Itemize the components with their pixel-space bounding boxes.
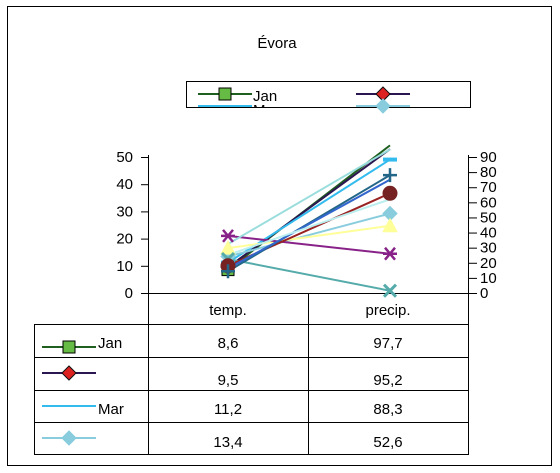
- table-key-marker-1: [62, 340, 76, 354]
- y-right-tick-label: 80: [480, 164, 497, 181]
- y-right-tick-label: 50: [480, 209, 497, 226]
- series-line-7: [227, 258, 391, 292]
- y-right-tick-label: 70: [480, 179, 497, 196]
- table-row-label-mar: Mar: [98, 401, 124, 418]
- y-right-tick-label: 0: [480, 285, 488, 302]
- y-axis-left: 0 10 20 30 40 50: [116, 149, 149, 302]
- data-table: temp. precip. Jan Mar 8,6 97,7 9,5 95,2 …: [34, 293, 469, 455]
- series-5-point-temp: [220, 240, 236, 255]
- series-line-2: [227, 148, 391, 268]
- table-key-marker-4: [61, 430, 77, 446]
- table-cell-r4-temp: 13,4: [213, 434, 242, 451]
- table-cell-r1-temp: 8,6: [218, 335, 239, 352]
- series-6-point-precip: [383, 246, 397, 261]
- y-right-tick-label: 30: [480, 240, 497, 257]
- table-body-frame: [34, 324, 469, 455]
- y-right-tick-label: 90: [480, 149, 497, 166]
- table-viewport: Jan Mar 8,6 97,7 9,5 95,2 11,2 88,3 13,4…: [98, 335, 403, 451]
- table-cell-r2-precip: 95,2: [373, 372, 402, 389]
- table-cell-r3-temp: 11,2: [214, 401, 242, 418]
- y-left-tick-label: 20: [116, 231, 133, 248]
- y-left-tick-label: 40: [116, 176, 133, 193]
- y-left-tick-label: 50: [116, 149, 133, 166]
- series-line-5: [227, 224, 391, 250]
- legend-viewport: Jan Mar: [253, 88, 279, 119]
- legend-texts: Jan Mar: [253, 88, 279, 119]
- y-left-tick-label: 0: [125, 285, 133, 302]
- y-left-tick-label: 30: [116, 203, 133, 220]
- series-7-point-precip: [382, 283, 398, 298]
- series-line-6: [227, 234, 391, 255]
- series-9-point-temp: [221, 264, 235, 279]
- series-9-point-precip: [383, 168, 397, 183]
- y-right-tick-label: 20: [480, 255, 497, 272]
- series-line-10: [227, 178, 391, 270]
- legend-label-jan: Jan: [253, 88, 277, 105]
- legend: Jan Mar: [186, 81, 471, 119]
- legend-label-mar: Mar: [253, 102, 279, 119]
- legend-marks: [198, 86, 410, 114]
- table-cell-r2-temp: 9,5: [218, 372, 239, 389]
- table-cell-r4-precip: 52,6: [373, 434, 402, 451]
- table-row-label-jan: Jan: [98, 335, 122, 352]
- series-line-12: [227, 148, 391, 245]
- series-line-11: [227, 198, 391, 256]
- chart-border: [7, 6, 552, 466]
- table-header-temp: temp.: [209, 302, 247, 319]
- table-cell-r3-precip: 88,3: [373, 401, 402, 418]
- marker-layer: [220, 157, 398, 298]
- legend-key-marker-1: [218, 87, 232, 101]
- legend-key-marker-4: [375, 98, 391, 114]
- y-left-tick-label: 10: [116, 258, 133, 275]
- y-right-tick-label: 60: [480, 194, 497, 211]
- table-text: Jan Mar 8,6 97,7 9,5 95,2 11,2 88,3 13,4…: [98, 335, 403, 451]
- table-header-precip: precip.: [365, 302, 410, 319]
- table-cell-r1-precip: 97,7: [373, 335, 402, 352]
- series-6-point-temp: [221, 229, 235, 243]
- series-5-point-precip: [382, 217, 398, 233]
- y-right-tick-label: 10: [480, 270, 497, 287]
- table-key-marker-2: [61, 365, 77, 381]
- series-layer: [227, 144, 391, 292]
- series-line-4: [227, 212, 391, 258]
- series-8-point-precip: [382, 185, 398, 201]
- chart-title: Évora: [257, 35, 297, 52]
- y-axis-left-ticks: 0 10 20 30 40 50: [116, 149, 149, 302]
- y-right-tick-label: 40: [480, 225, 497, 242]
- table-keys: [42, 340, 96, 446]
